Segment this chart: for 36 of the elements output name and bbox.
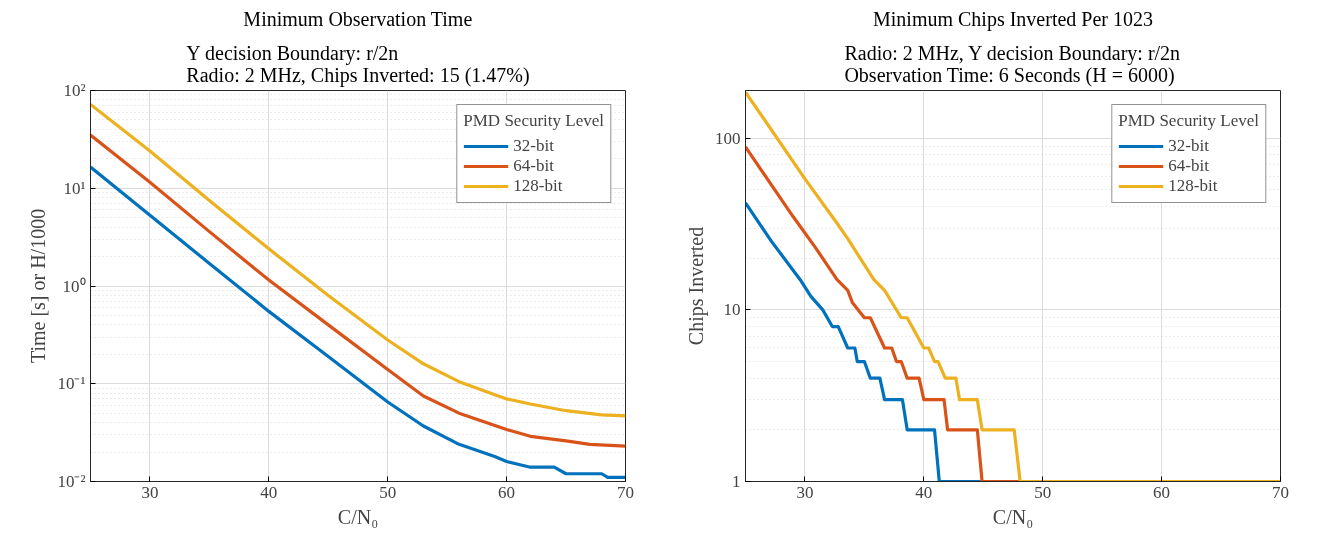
x-tick-label: 50 — [1034, 482, 1052, 502]
legend-label: 32-bit — [1168, 136, 1209, 156]
y-tick-label: 10⁰ — [62, 276, 86, 296]
legend-label: 128-bit — [513, 176, 563, 196]
y-tick-label: 10 — [723, 300, 741, 320]
y-tick-label: 1 — [732, 472, 741, 491]
y-tick-label: 10² — [63, 81, 86, 100]
legend-title: PMD Security Level — [1118, 111, 1259, 131]
x-tick-label: 40 — [260, 482, 278, 502]
chart-title: Minimum Observation Time — [243, 7, 473, 30]
x-tick-label: 30 — [796, 482, 814, 502]
x-tick-label: 60 — [1153, 482, 1171, 502]
legend-label: 64-bit — [1168, 156, 1209, 176]
line-series — [90, 133, 626, 448]
legend-title: PMD Security Level — [463, 111, 604, 131]
legend-label: 32-bit — [513, 136, 554, 156]
x-tick-label: 30 — [141, 482, 159, 502]
chart-title: Minimum Chips Inverted Per 1023 — [873, 7, 1153, 31]
y-axis-title: Chips Inverted — [685, 226, 708, 346]
line-series — [90, 102, 626, 418]
x-tick-label: 40 — [915, 482, 933, 502]
y-axis-title: Time [s] or H/1000 — [27, 208, 50, 364]
y-tick-label: 10⁻¹ — [57, 374, 86, 394]
x-tick-label: 70 — [1272, 482, 1289, 502]
x-tick-label: 70 — [617, 482, 634, 502]
x-axis-title: C/N₀ — [992, 505, 1034, 528]
y-tick-label: 100 — [715, 128, 741, 148]
y-tick-label: 10⁻² — [57, 472, 86, 491]
chart-subtitle: Y decision Boundary: r/2n Radio: 2 MHz, Chips Inverted: 15 (1.47%) — [186, 41, 530, 87]
legend-label: 128-bit — [1168, 176, 1218, 196]
x-tick-label: 60 — [498, 482, 516, 502]
y-tick-label: 10¹ — [63, 178, 86, 198]
legend-label: 64-bit — [513, 156, 554, 176]
chart-subtitle: Radio: 2 MHz, Y decision Boundary: r/2n Observation Time: 6 Seconds (H = 6000) — [844, 41, 1181, 87]
x-tick-label: 50 — [379, 482, 397, 502]
x-axis-title: C/N₀ — [337, 505, 379, 528]
